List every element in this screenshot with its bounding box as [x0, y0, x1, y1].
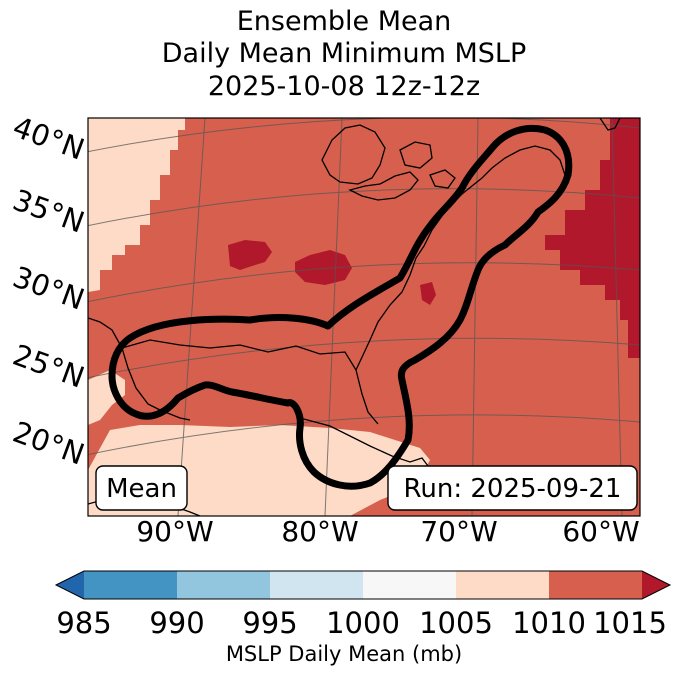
field-above-1015-blob1	[228, 240, 272, 270]
mean-box	[95, 465, 188, 511]
colorbar-extend-high	[642, 571, 670, 599]
field-above-1015-blob3	[420, 282, 436, 305]
colorbar	[54, 570, 672, 600]
lat-labels: 40°N 35°N 30°N 25°N 20°N	[9, 110, 89, 472]
field-1005-1010-west	[88, 118, 185, 292]
lon-label-80w: 80°W	[281, 515, 358, 548]
mean-label: Mean	[106, 474, 177, 504]
colorbar-tick-985: 985	[56, 606, 112, 640]
lat-label-40: 40°N	[9, 110, 89, 167]
lon-labels: 90°W 80°W 70°W 60°W	[136, 515, 639, 548]
lat-label-20: 20°N	[9, 415, 89, 472]
colorbar-tick-995: 995	[242, 606, 298, 640]
title-line-3: 2025-10-08 12z-12z	[207, 71, 481, 102]
lat-label-25: 25°N	[9, 338, 89, 395]
run-label: Run: 2025-09-21	[404, 474, 622, 504]
colorbar-tick-1005: 1005	[419, 606, 493, 640]
colorbar-tick-990: 990	[149, 606, 205, 640]
colorbar-tick-1000: 1000	[326, 606, 400, 640]
map-frame	[87, 117, 641, 517]
lat-label-35: 35°N	[9, 183, 89, 240]
title-line-1: Ensemble Mean	[236, 6, 452, 37]
run-box	[387, 465, 638, 511]
colorbar-bin-1010-1015	[549, 571, 642, 599]
lon-label-90w: 90°W	[136, 515, 213, 548]
colorbar-bin-995-1000	[270, 571, 363, 599]
field-above-1015-blob2	[295, 250, 352, 285]
colorbar-bin-1000-1005	[363, 571, 456, 599]
colorbar-label: MSLP Daily Mean (mb)	[225, 642, 463, 666]
ensemble-contour	[108, 124, 573, 490]
colorbar-outline	[54, 570, 672, 600]
colorbar-bin-1005-1010	[456, 571, 549, 599]
colorbar-tick-1010: 1010	[512, 606, 586, 640]
lon-label-70w: 70°W	[420, 515, 497, 548]
map-area	[88, 118, 640, 516]
colorbar-tick-1015: 1015	[593, 606, 667, 640]
title-line-2: Daily Mean Minimum MSLP	[161, 38, 527, 69]
colorbar-bin-990-995	[177, 571, 270, 599]
lon-label-60w: 60°W	[562, 515, 639, 548]
colorbar-bin-985-990	[84, 571, 177, 599]
lat-label-30: 30°N	[9, 260, 89, 317]
colorbar-extend-low	[56, 571, 84, 599]
